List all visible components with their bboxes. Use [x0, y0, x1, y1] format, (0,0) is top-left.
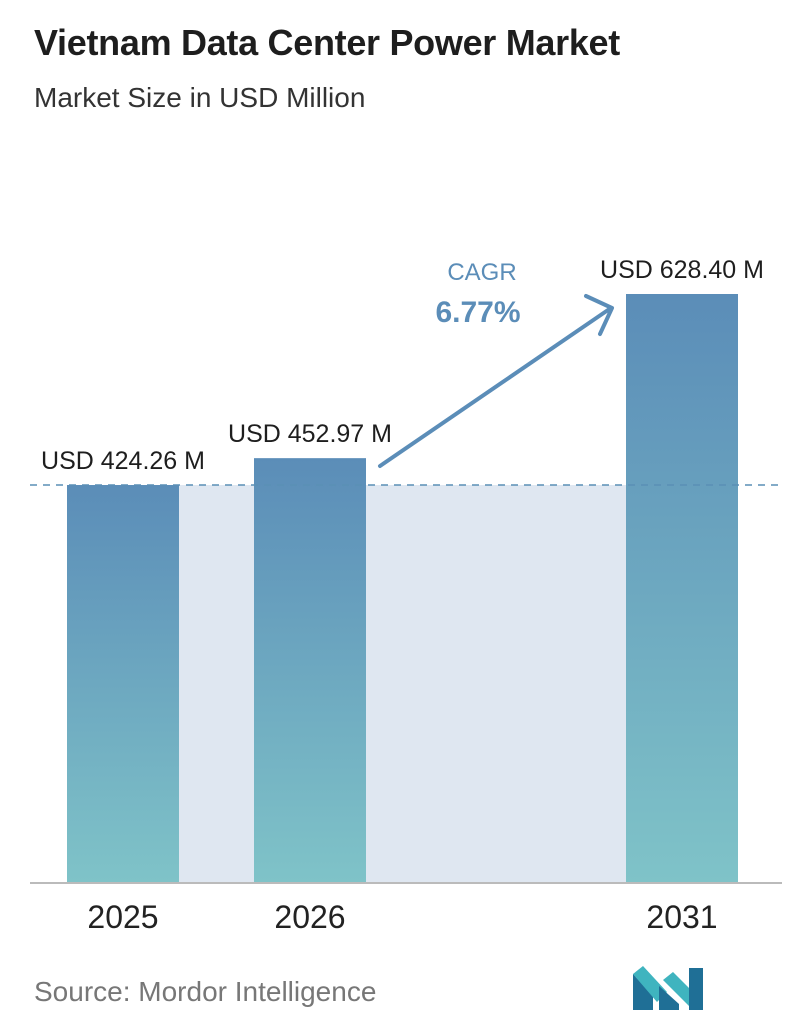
- mordor-intelligence-logo-icon: [633, 966, 703, 1010]
- x-tick-2025: 2025: [87, 899, 158, 935]
- data-label-2026: USD 452.97 M: [228, 420, 392, 448]
- x-tick-2026: 2026: [274, 899, 345, 935]
- cagr-value: 6.77%: [435, 296, 520, 329]
- data-label-2031: USD 628.40 M: [600, 256, 764, 284]
- page-title: Vietnam Data Center Power Market: [34, 22, 620, 63]
- data-labels: USD 424.26 M USD 452.97 M USD 628.40 M: [41, 256, 764, 475]
- x-tick-labels: 2025 2026 2031: [87, 899, 717, 935]
- source-credit: Source: Mordor Intelligence: [34, 976, 377, 1007]
- data-label-2025: USD 424.26 M: [41, 447, 205, 475]
- bar-2025: [67, 485, 179, 882]
- x-tick-2031: 2031: [646, 899, 717, 935]
- cagr-label: CAGR: [447, 259, 516, 286]
- page-subtitle: Market Size in USD Million: [34, 82, 366, 113]
- cagr-arrow-icon: [378, 294, 614, 468]
- bar-2026: [254, 458, 366, 882]
- cagr-annotation: CAGR 6.77%: [378, 259, 614, 468]
- bar-2031: [626, 294, 738, 882]
- bars: [67, 294, 738, 882]
